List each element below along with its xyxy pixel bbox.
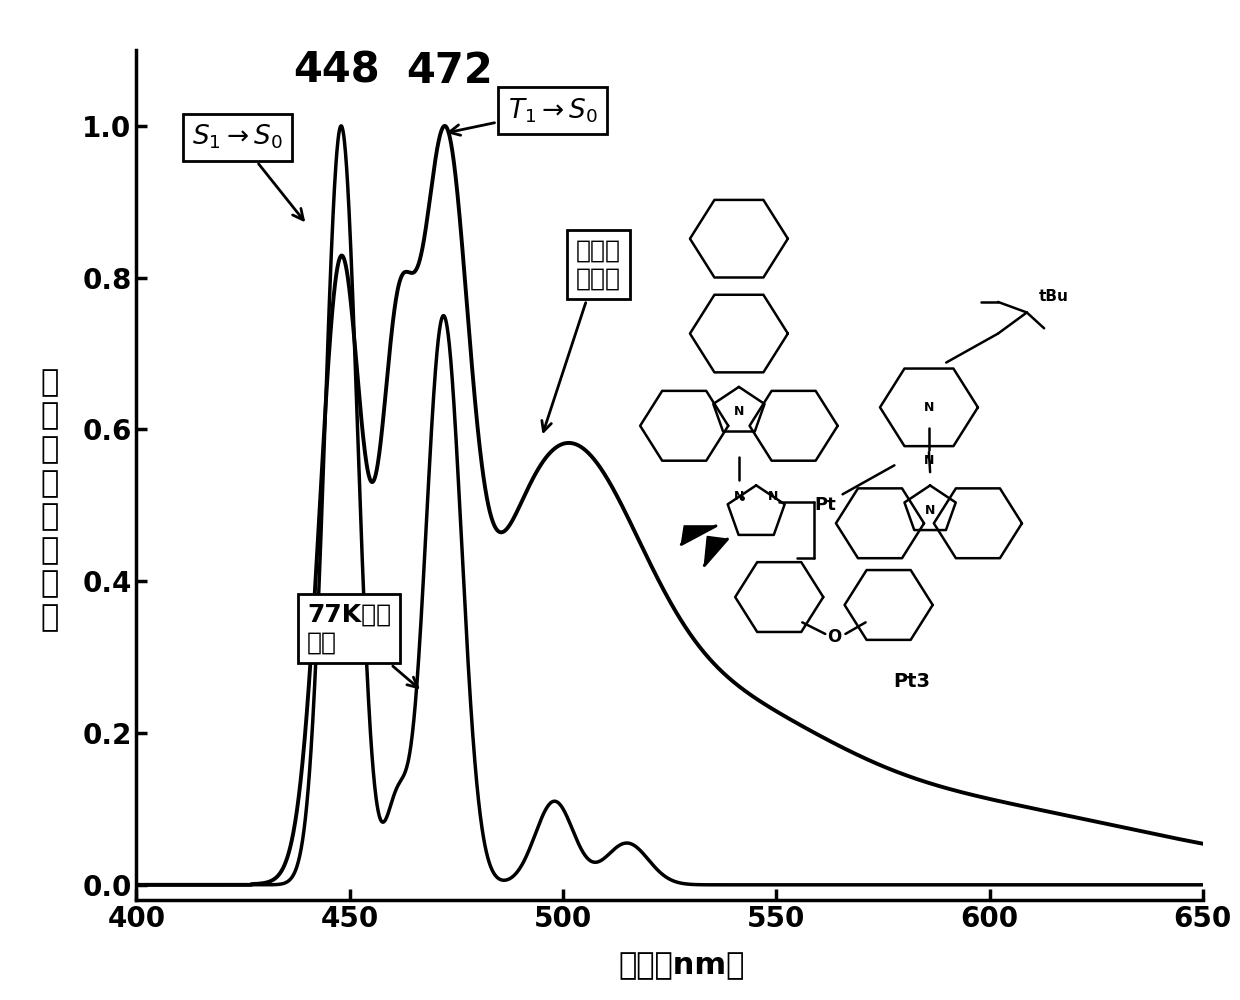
Text: 472: 472 <box>407 50 494 92</box>
Text: 室温发
射光谱: 室温发 射光谱 <box>542 238 621 431</box>
Text: $S_1$$\rightarrow$$S_0$: $S_1$$\rightarrow$$S_0$ <box>192 123 304 220</box>
Text: 归
一
化
的
发
光
强
度: 归 一 化 的 发 光 强 度 <box>41 368 58 632</box>
Text: $T_1$$\rightarrow$$S_0$: $T_1$$\rightarrow$$S_0$ <box>449 96 598 135</box>
Text: 448: 448 <box>294 50 381 92</box>
Text: 波长（nm）: 波长（nm） <box>619 951 745 980</box>
Text: 77K发射
光谱: 77K发射 光谱 <box>308 603 418 687</box>
